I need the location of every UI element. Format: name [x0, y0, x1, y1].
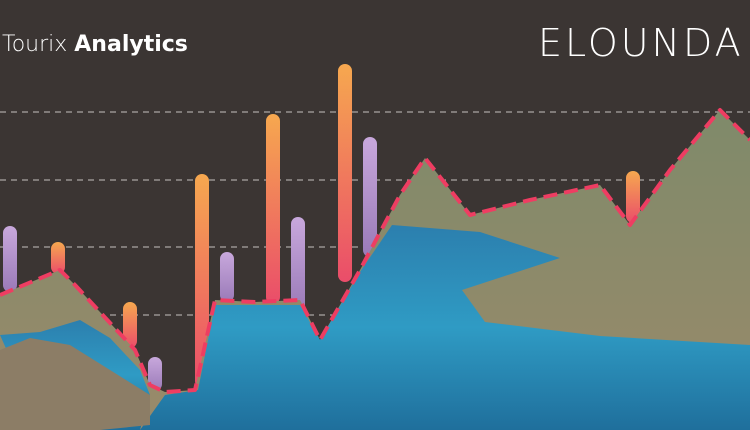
bar [266, 114, 280, 304]
bar [291, 217, 305, 312]
sea [140, 225, 750, 430]
brand: Tourix Analytics [2, 32, 188, 57]
profile-line [0, 108, 750, 394]
bar [123, 302, 137, 348]
landscape [0, 108, 750, 430]
place-title: ELOUNDA [538, 21, 744, 65]
bar [363, 137, 377, 257]
bar [148, 357, 162, 391]
bar [3, 226, 17, 292]
brand-product: Analytics [74, 32, 188, 57]
island [0, 338, 150, 430]
bar [220, 252, 234, 302]
bar [338, 64, 352, 282]
brand-name: Tourix [2, 32, 67, 57]
bar [626, 171, 640, 223]
bar [51, 242, 65, 274]
